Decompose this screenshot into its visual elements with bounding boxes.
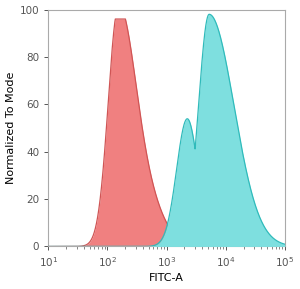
X-axis label: FITC-A: FITC-A [149, 273, 184, 284]
Y-axis label: Normalized To Mode: Normalized To Mode [6, 72, 16, 184]
